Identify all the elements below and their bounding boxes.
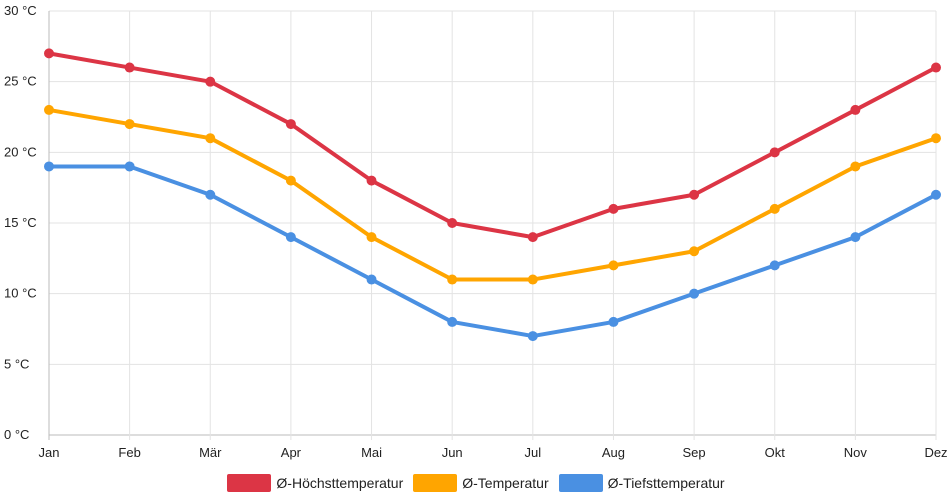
data-point xyxy=(931,189,941,200)
y-tick-label: 20 °C xyxy=(4,144,37,159)
y-tick-label: 0 °C xyxy=(4,427,29,442)
data-point xyxy=(285,232,296,243)
data-point xyxy=(124,62,135,73)
data-point xyxy=(366,274,377,285)
y-tick-label: 5 °C xyxy=(4,356,29,371)
legend-swatch-min xyxy=(558,474,603,492)
data-point xyxy=(931,133,941,144)
data-point xyxy=(285,119,296,130)
series-line-1 xyxy=(47,107,938,282)
data-point xyxy=(447,274,458,285)
x-tick-label: Jun xyxy=(442,445,463,460)
series-line-0 xyxy=(47,51,938,240)
legend-label-max: Ø-Höchsttemperatur xyxy=(276,475,404,491)
x-tick-label: Jul xyxy=(525,445,542,460)
data-point xyxy=(447,218,458,228)
data-point xyxy=(850,232,861,243)
data-point xyxy=(689,189,700,200)
temperature-line-chart: 0 °C 5 °C 10 °C 15 °C 20 °C 25 °C 30 °C Jan Feb M… xyxy=(4,3,948,460)
data-point xyxy=(124,119,135,130)
y-tick-label: 30 °C xyxy=(4,3,37,18)
data-point xyxy=(850,104,861,115)
x-tick-label: Feb xyxy=(118,445,140,460)
data-point xyxy=(527,232,538,243)
chart-legend: Ø-Höchsttemperatur Ø-Temperatur Ø-Tiefst… xyxy=(0,472,952,494)
x-tick-label: Okt xyxy=(765,445,786,460)
legend-item-min-temperature[interactable]: Ø-Tiefsttemperatur xyxy=(558,474,725,492)
x-tick-label: Aug xyxy=(602,445,625,460)
y-tick-label: 25 °C xyxy=(4,74,37,89)
legend-swatch-avg xyxy=(413,474,458,492)
data-point xyxy=(44,161,54,172)
data-point xyxy=(527,331,538,342)
data-point xyxy=(366,175,377,186)
data-point xyxy=(205,189,216,200)
data-point xyxy=(850,161,861,172)
data-point xyxy=(769,147,780,158)
data-point xyxy=(205,133,216,144)
data-point xyxy=(124,161,135,172)
legend-label-avg: Ø-Temperatur xyxy=(462,475,549,491)
data-point xyxy=(285,175,296,186)
data-point xyxy=(527,274,538,285)
x-tick-label: Apr xyxy=(281,445,302,460)
x-tick-label: Dez xyxy=(924,445,947,460)
data-point xyxy=(608,260,619,271)
data-point xyxy=(447,316,458,327)
data-point xyxy=(44,104,54,115)
y-tick-label: 10 °C xyxy=(4,286,37,301)
data-point xyxy=(608,203,619,214)
data-point xyxy=(769,260,780,271)
data-point xyxy=(608,316,619,327)
data-point xyxy=(931,62,941,73)
data-point xyxy=(769,203,780,214)
data-point xyxy=(205,76,216,87)
legend-item-avg-temperature[interactable]: Ø-Temperatur xyxy=(413,474,549,492)
series-line-2 xyxy=(47,164,938,339)
x-tick-label: Mai xyxy=(361,445,382,460)
data-point xyxy=(689,288,700,299)
legend-swatch-max xyxy=(227,474,272,492)
legend-item-max-temperature[interactable]: Ø-Höchsttemperatur xyxy=(227,474,403,492)
data-point xyxy=(44,48,54,59)
legend-label-min: Ø-Tiefsttemperatur xyxy=(607,475,725,491)
x-tick-label: Nov xyxy=(844,445,868,460)
x-tick-label: Sep xyxy=(683,445,706,460)
x-tick-label: Jan xyxy=(39,445,60,460)
x-tick-label: Mär xyxy=(199,445,222,460)
y-tick-label: 15 °C xyxy=(4,215,37,230)
data-point xyxy=(689,246,700,257)
data-point xyxy=(366,232,377,243)
